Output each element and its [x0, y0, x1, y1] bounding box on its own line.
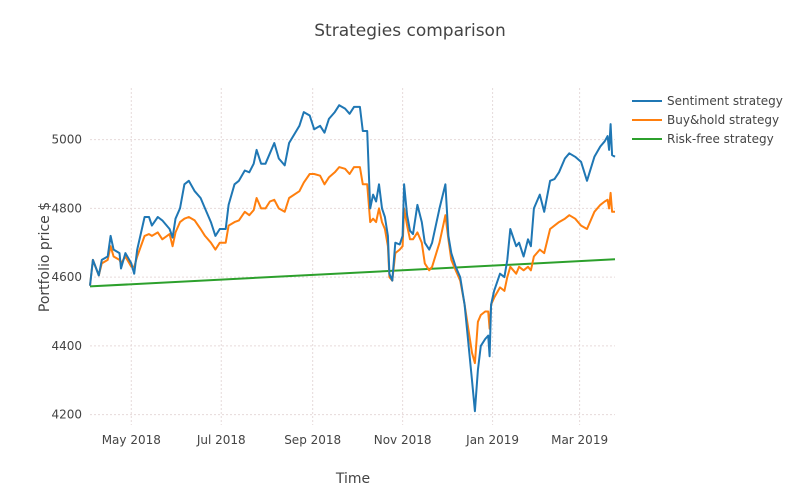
- series-line-sentiment-strategy: [89, 104, 616, 413]
- series-lines: [89, 104, 616, 413]
- x-tick-label: May 2018: [102, 433, 161, 447]
- legend-item[interactable]: Buy&hold strategy: [632, 113, 779, 127]
- x-tick-label: Nov 2018: [374, 433, 432, 447]
- x-tick-label: Jul 2018: [196, 433, 246, 447]
- axis-ticks: 4200 4400 4600 4800 5000 May 2018 Jul 2018 Sep …: [51, 133, 608, 447]
- x-axis-label: Time: [335, 471, 370, 487]
- legend[interactable]: Sentiment strategy Buy&hold strategy Risk-…: [632, 94, 783, 146]
- y-tick-label: 4400: [51, 339, 82, 353]
- chart-title: Strategies comparison: [314, 21, 505, 41]
- x-tick-label: Jan 2019: [465, 433, 519, 447]
- legend-item[interactable]: Sentiment strategy: [632, 94, 783, 108]
- series-line-risk-free-strategy: [89, 258, 616, 288]
- y-axis-label: Portfolio price $: [37, 202, 53, 312]
- legend-item[interactable]: Risk-free strategy: [632, 132, 774, 146]
- legend-label: Risk-free strategy: [667, 132, 774, 146]
- legend-label: Buy&hold strategy: [667, 113, 779, 127]
- y-tick-label: 4800: [51, 201, 82, 215]
- y-tick-label: 4600: [51, 270, 82, 284]
- y-tick-label: 5000: [51, 133, 82, 147]
- grid: [90, 88, 615, 425]
- y-tick-label: 4200: [51, 408, 82, 422]
- x-tick-label: Sep 2018: [284, 433, 341, 447]
- x-tick-label: Mar 2019: [551, 433, 608, 447]
- legend-label: Sentiment strategy: [667, 94, 783, 108]
- series-line-buy-hold-strategy: [89, 166, 615, 365]
